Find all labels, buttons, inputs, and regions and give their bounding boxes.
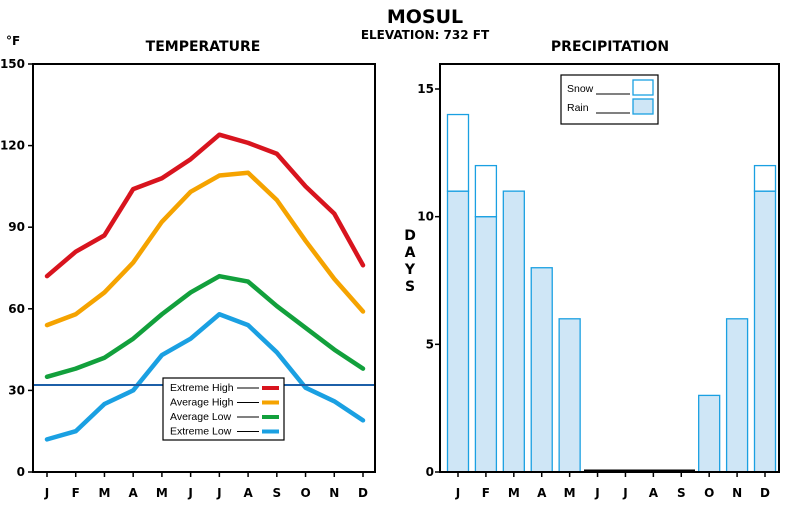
precipitation-x-tick-label: F [482,486,490,500]
bar-snow [753,164,777,192]
precipitation-legend-swatch [632,98,654,115]
bar-rain [558,318,581,473]
temperature-legend-label: Average High [170,397,234,409]
temperature-x-tick-label: J [216,486,221,500]
temperature-x-tick-label: M [98,486,110,500]
temperature-legend-label: Average Low [170,411,232,423]
precipitation-x-tick-label: S [677,486,686,500]
series-line-extreme-low [44,311,366,442]
temperature-y-tick-label: 30 [8,383,25,397]
bar-snow [446,113,470,192]
temperature-x-tick-label: A [243,486,253,500]
precipitation-x-tick-label: N [732,486,742,500]
precipitation-x-tick-label: D [760,486,770,500]
precipitation-title: PRECIPITATION [551,39,669,55]
series-line-average-low [44,273,366,380]
temperature-panel: TEMPERATURE °F 0 30 60 90 120 150 J F M A M J J A S O N D… [0,34,376,500]
temperature-x-tick-label: D [358,486,368,500]
precipitation-x-tick-label: M [508,486,520,500]
precipitation-legend-label: Rain [567,102,589,114]
chart-title: MOSUL [387,6,463,28]
precipitation-plot-frame [439,63,780,473]
precipitation-legend-label: Snow [567,83,594,95]
precipitation-x-tick-label: O [704,486,714,500]
precipitation-x-tick-label: M [564,486,576,500]
temperature-x-tick-label: N [329,486,339,500]
temperature-legend-label: Extreme High [170,382,234,394]
temperature-y-tick-label: 150 [0,57,25,71]
chart-subtitle: ELEVATION: 732 FT [361,28,490,42]
bar-rain [530,267,553,473]
temperature-lines [33,132,375,442]
precipitation-y-tick-label: 5 [426,337,434,351]
temperature-legend: Extreme High Average High Average Low Extre… [162,377,285,441]
precipitation-y-tick-label: 0 [426,465,434,479]
precipitation-x-tick-label: J [455,486,460,500]
precipitation-x-tick-label: J [622,486,627,500]
temperature-x-tick-label: A [129,486,139,500]
temperature-x-tick-label: O [300,486,310,500]
temperature-y-tick-label: 0 [17,465,25,479]
precipitation-x-tick-label: A [649,486,659,500]
precipitation-bars [446,113,777,473]
temperature-x-tick-label: J [44,486,49,500]
temperature-legend-label: Extreme Low [170,426,232,438]
temperature-title: TEMPERATURE [146,39,261,55]
temperature-x-tick-label: J [187,486,192,500]
bar-rain [474,216,498,473]
temperature-y-tick-label: 120 [0,139,25,153]
bar-rain [753,190,777,473]
bar-snow [474,164,498,218]
temperature-x-tick-label: S [272,486,281,500]
bar-rain [698,394,721,473]
precipitation-legend: Snow Rain [560,74,659,125]
bar-rain [446,190,470,473]
temperature-plot-frame [32,63,376,473]
precipitation-x-tick-label: J [594,486,599,500]
bar-rain [502,190,525,473]
temperature-x-tick-label: F [72,486,80,500]
temperature-axis-unit: °F [6,34,20,48]
temperature-x-tick-label: M [156,486,168,500]
precipitation-y-tick-label: 10 [417,210,434,224]
precipitation-y-tick-label: 15 [417,82,434,96]
temperature-y-tick-label: 60 [8,302,25,316]
series-line-extreme-high [44,132,366,279]
precipitation-legend-swatch [632,79,654,96]
precipitation-x-tick-label: A [537,486,547,500]
bar-rain [725,318,749,473]
series-line-average-high [44,170,366,328]
temperature-y-tick-label: 90 [8,220,25,234]
